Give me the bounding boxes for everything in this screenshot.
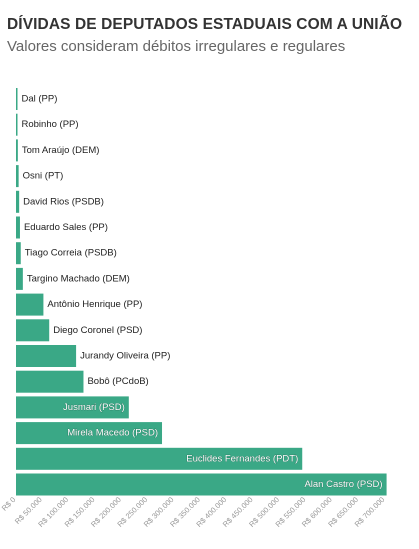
bar (16, 267, 23, 290)
bar (16, 447, 303, 470)
bar (16, 113, 18, 136)
bar (16, 473, 387, 496)
bar-label: Diego Coronel (PSD) (53, 325, 142, 336)
bar-label: Tom Araújo (DEM) (22, 145, 100, 156)
bar (16, 345, 77, 367)
bar-label: Antônio Henrique (PP) (47, 299, 142, 310)
bar-label: Dal (PP) (22, 94, 58, 105)
bars-layer (16, 88, 387, 496)
bar (16, 319, 50, 342)
bar-label: Robinho (PP) (22, 119, 79, 130)
bar-label: Osni (PT) (23, 171, 64, 182)
chart-title: DÍVIDAS DE DEPUTADOS ESTADUAIS COM A UNI… (7, 16, 403, 33)
bar-label: Bobô (PCdoB) (87, 376, 148, 387)
bar (16, 165, 19, 188)
bar (16, 242, 21, 265)
chart-subtitle: Valores consideram débitos irregulares e… (7, 38, 346, 55)
bar (16, 370, 84, 393)
labels-layer: Dal (PP) Robinho (PP) Tom Araújo (DEM) Osni… (22, 94, 383, 491)
bar-label: Jurandy Oliveira (PP) (80, 351, 170, 362)
x-tick-label: R$ 0 (0, 495, 17, 513)
bar (16, 396, 129, 419)
bar-label: Alan Castro (PSD) (304, 479, 382, 490)
bar (16, 139, 18, 162)
bar-label: Mirela Macedo (PSD) (67, 428, 158, 439)
bar-label: Targino Machado (DEM) (27, 273, 130, 284)
bar-label: Eduardo Sales (PP) (24, 222, 108, 233)
bar-label: Tiago Correia (PSDB) (25, 248, 117, 259)
bar (16, 293, 44, 316)
bar (16, 88, 18, 110)
bar (16, 190, 20, 213)
bar-label: David Rios (PSDB) (23, 196, 104, 207)
bar-label: Euclides Fernandes (PDT) (186, 453, 298, 464)
bar (16, 216, 20, 239)
bar (16, 422, 163, 445)
bar-label: Jusmari (PSD) (63, 402, 125, 413)
